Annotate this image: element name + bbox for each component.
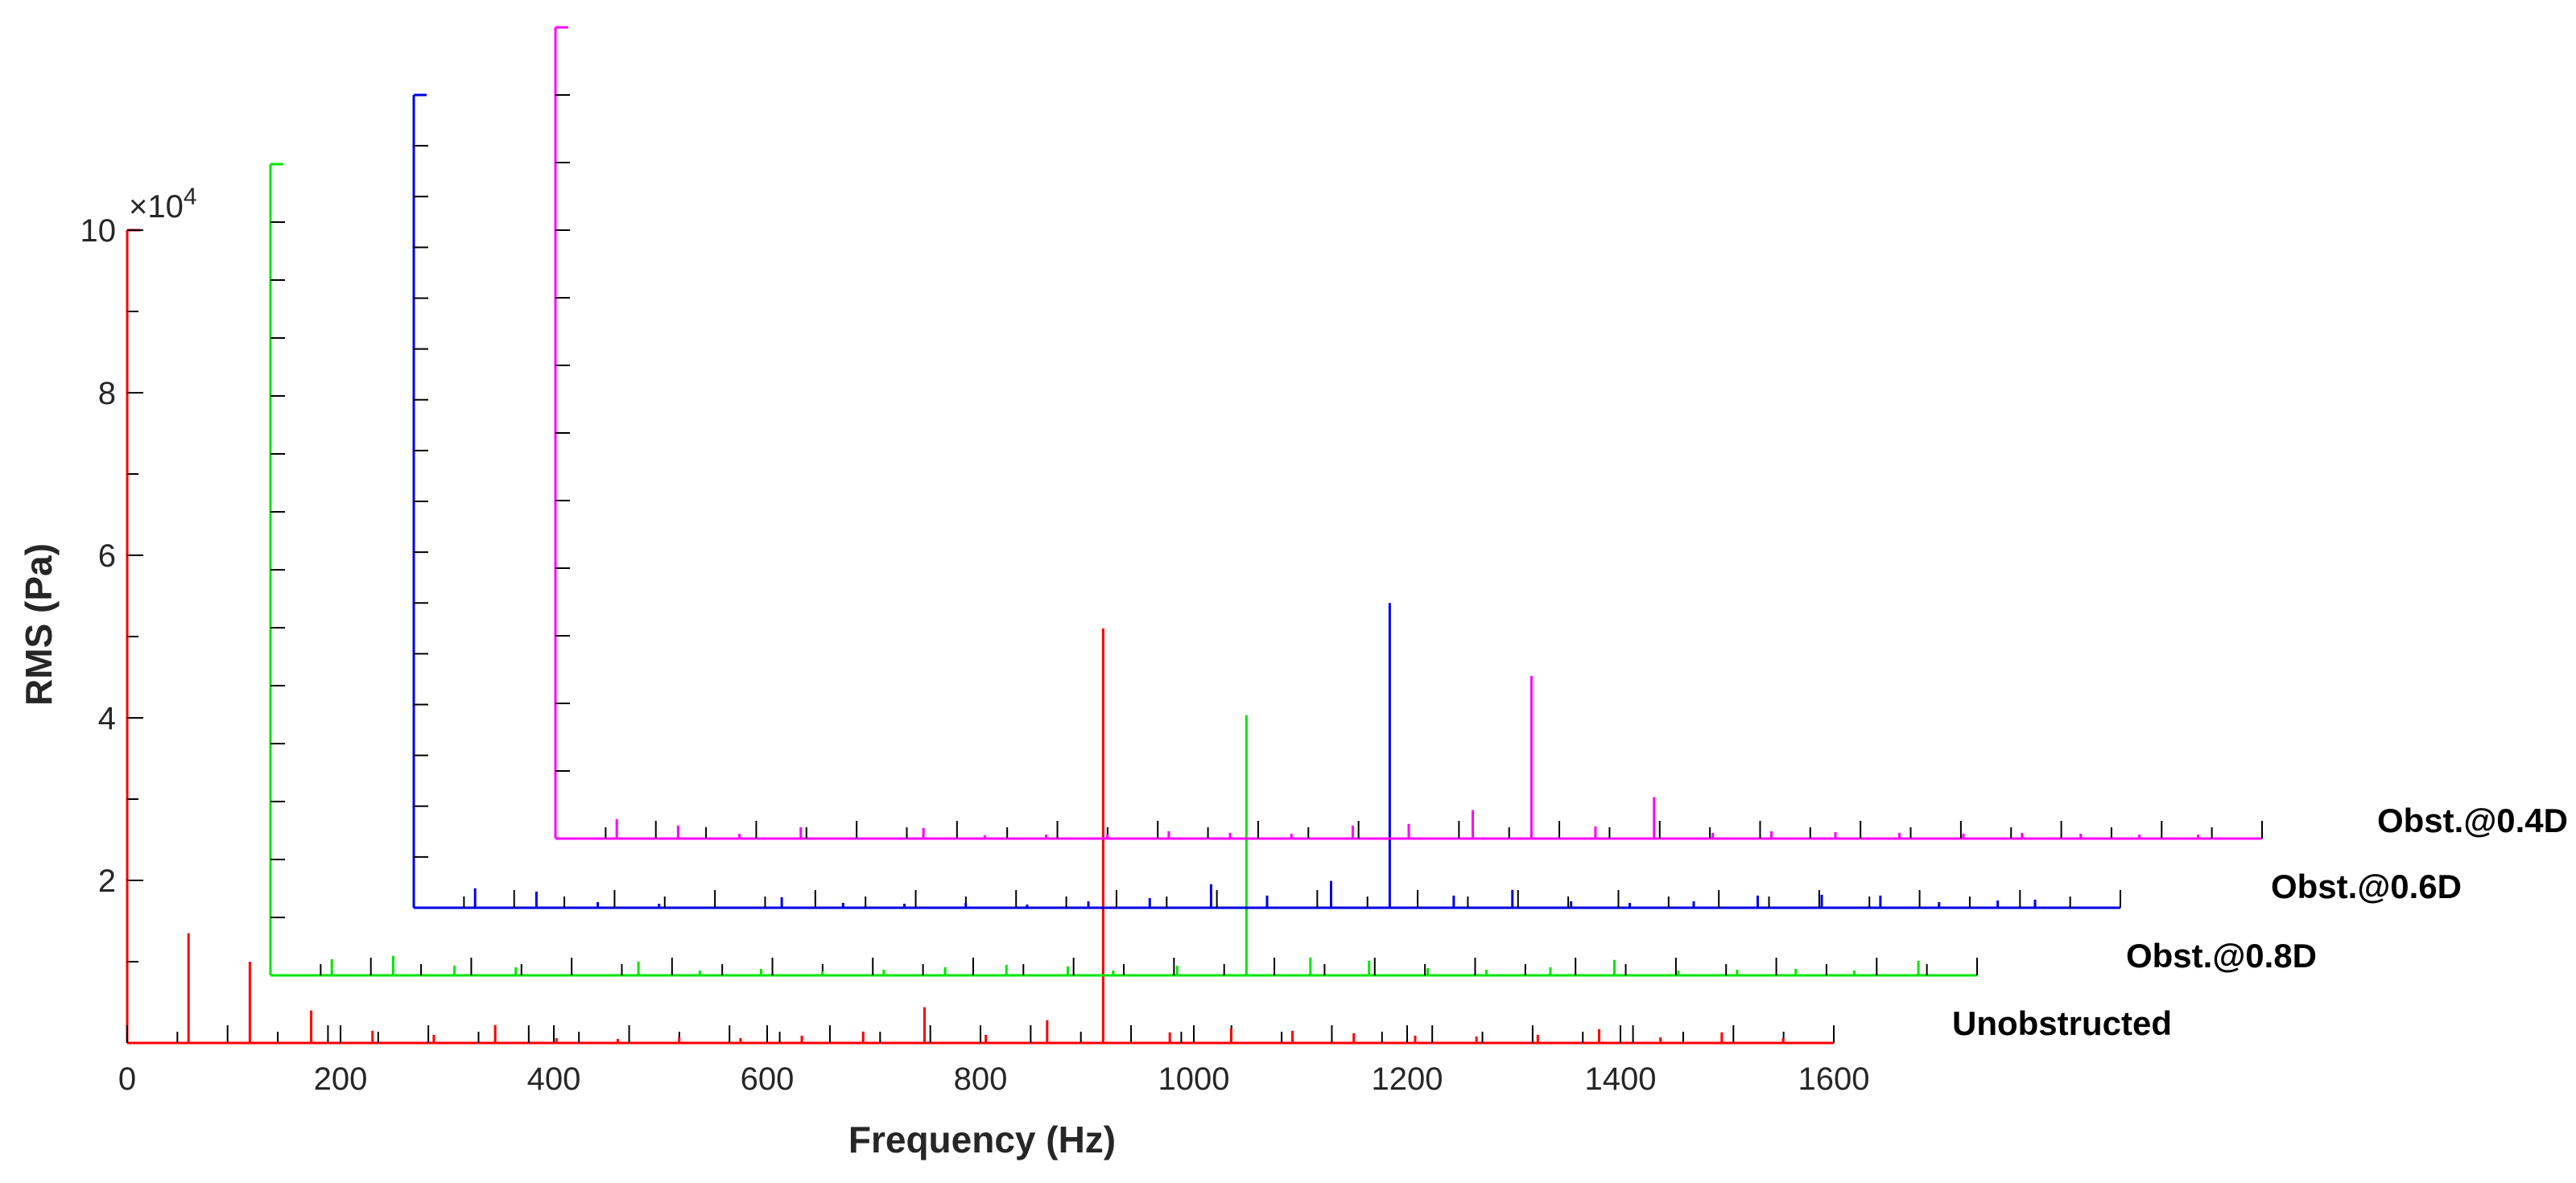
- series-label-obst-0-6d: Obst.@0.6D: [2271, 868, 2462, 905]
- y-exponent-power: 4: [184, 183, 197, 210]
- panels: Unobstructed Obst.@0.8D Obst.@0.6D Obst.@0.…: [126, 26, 2568, 1045]
- y-tick-label: 10: [80, 213, 117, 249]
- series-unobstructed: Unobstructed: [126, 229, 2172, 1045]
- x-tick-label: 1000: [1158, 1061, 1230, 1097]
- x-tick-label: 0: [118, 1061, 136, 1097]
- x-tick-label: 1400: [1585, 1061, 1657, 1097]
- series-obst-0-8d: Obst.@0.8D: [269, 163, 2317, 977]
- y-tick-label: 4: [98, 701, 116, 736]
- y-exponent: ×104: [129, 183, 197, 225]
- x-tick-label: 400: [527, 1061, 581, 1097]
- y-exponent-prefix: ×10: [129, 189, 184, 225]
- series-label-obst-0-8d: Obst.@0.8D: [2126, 937, 2317, 975]
- x-axis-title: Frequency (Hz): [848, 1119, 1116, 1160]
- series-label-obst-0-4d: Obst.@0.4D: [2377, 802, 2568, 839]
- x-tick-label: 600: [741, 1061, 795, 1097]
- series-obst-0-6d: Obst.@0.6D: [412, 93, 2462, 909]
- x-tick-label: 200: [314, 1061, 368, 1097]
- series-label-unobstructed: Unobstructed: [1952, 1004, 2172, 1042]
- x-tick-label: 1200: [1372, 1061, 1443, 1097]
- svg-text:×104: ×104: [129, 183, 197, 225]
- x-tick-label: 1600: [1798, 1061, 1870, 1097]
- y-tick-label: 6: [98, 538, 116, 574]
- y-tick-label: 2: [98, 864, 116, 899]
- x-tick-label: 800: [954, 1061, 1008, 1097]
- series-obst-0-4d: Obst.@0.4D: [554, 26, 2568, 840]
- y-axis-title: RMS (Pa): [18, 543, 60, 706]
- main-axes: 0 200 400 600 800 1000 1200 1400 1600 2 4 6 8 10: [80, 213, 1870, 1097]
- y-tick-label: 8: [98, 376, 116, 411]
